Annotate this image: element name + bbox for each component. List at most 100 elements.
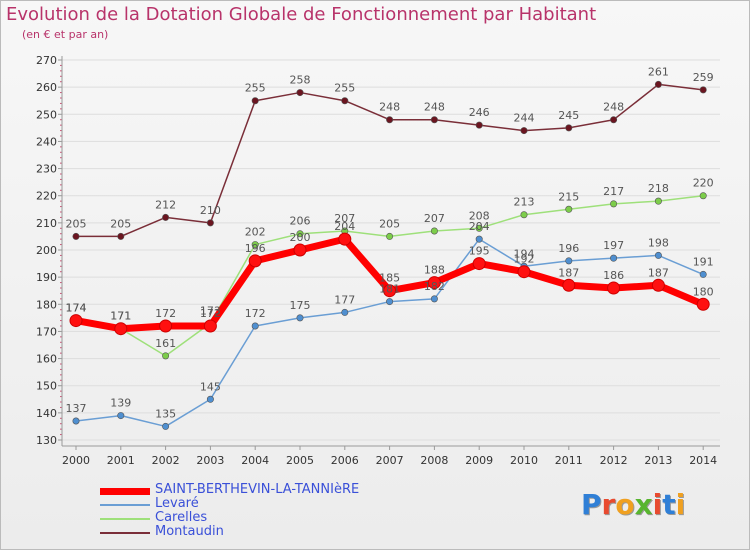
y-tick-label: 180	[36, 298, 57, 311]
data-point	[296, 314, 304, 322]
y-tick-label: 220	[36, 190, 57, 203]
data-point	[206, 395, 214, 403]
data-point	[475, 235, 483, 243]
logo-letter: x	[634, 488, 653, 521]
legend-label: SAINT-BERTHEVIN-LA-TANNIèRE	[155, 482, 360, 497]
data-label: 172	[155, 307, 176, 320]
data-label: 207	[334, 212, 355, 225]
data-point	[607, 281, 621, 295]
data-point	[159, 319, 173, 333]
y-tick-label: 160	[36, 353, 57, 366]
data-point	[430, 295, 438, 303]
data-label: 255	[334, 82, 355, 95]
data-point	[251, 97, 259, 105]
data-label: 145	[200, 380, 221, 393]
data-label: 218	[648, 182, 669, 195]
data-label: 174	[66, 302, 87, 315]
line-chart: 130 140 150 160 170 180 190 200 210 220 230 240 250 2…	[36, 54, 720, 467]
legend-swatch	[100, 504, 150, 506]
data-label: 180	[693, 285, 714, 298]
data-point	[296, 230, 304, 238]
data-label: 207	[424, 212, 445, 225]
data-point	[386, 116, 394, 124]
data-point	[430, 116, 438, 124]
legend-swatch	[100, 518, 150, 520]
x-tick-label: 2012	[600, 454, 628, 467]
data-point	[654, 197, 662, 205]
data-label: 248	[603, 101, 624, 114]
data-point	[341, 97, 349, 105]
data-label: 205	[110, 217, 131, 230]
x-tick-label: 2009	[465, 454, 493, 467]
data-label: 215	[558, 190, 579, 203]
data-label: 192	[514, 253, 535, 266]
legend-label: Carelles	[155, 510, 208, 525]
data-point	[248, 254, 262, 268]
legend-label: Montaudin	[155, 524, 224, 539]
x-tick-label: 2011	[555, 454, 583, 467]
data-point	[610, 200, 618, 208]
data-point	[610, 254, 618, 262]
data-label: 259	[693, 71, 714, 84]
data-point	[565, 124, 573, 132]
data-point	[72, 232, 80, 240]
data-point	[386, 232, 394, 240]
data-label: 187	[558, 266, 579, 279]
y-tick-label: 260	[36, 81, 57, 94]
data-label: 261	[648, 65, 669, 78]
x-tick-label: 2014	[689, 454, 717, 467]
data-label: 187	[648, 266, 669, 279]
data-point	[72, 417, 80, 425]
x-tick-label: 2007	[376, 454, 404, 467]
x-tick-label: 2004	[241, 454, 269, 467]
x-tick-label: 2005	[286, 454, 314, 467]
data-label: 177	[334, 293, 355, 306]
data-point	[562, 278, 576, 292]
data-point	[472, 257, 486, 271]
page-title: Evolution de la Dotation Globale de Fonc…	[6, 4, 597, 25]
data-label: 205	[379, 217, 400, 230]
logo-letter: t	[662, 488, 676, 521]
data-point	[565, 205, 573, 213]
x-tick-label: 2001	[107, 454, 135, 467]
logo-letter: P	[581, 488, 602, 521]
data-point	[651, 278, 665, 292]
data-label: 137	[66, 402, 87, 415]
data-point	[296, 89, 304, 97]
data-point	[427, 276, 441, 290]
y-tick-label: 140	[36, 407, 57, 420]
y-tick-label: 250	[36, 108, 57, 121]
data-label: 195	[469, 245, 490, 258]
data-label: 181	[379, 283, 400, 296]
y-tick-label: 130	[36, 434, 57, 447]
data-point	[383, 284, 397, 298]
data-point	[117, 412, 125, 420]
data-label: 244	[514, 112, 535, 125]
data-label: 258	[290, 74, 311, 87]
data-label: 196	[558, 242, 579, 255]
x-tick-label: 2006	[331, 454, 359, 467]
legend-label: Levaré	[155, 496, 199, 511]
data-label: 248	[424, 101, 445, 114]
y-tick-label: 240	[36, 135, 57, 148]
data-label: 200	[290, 231, 311, 244]
data-label: 172	[200, 307, 221, 320]
legend-swatch	[100, 532, 150, 534]
y-tick-label: 230	[36, 163, 57, 176]
data-label: 212	[155, 198, 176, 211]
data-label: 191	[693, 255, 714, 268]
data-point	[162, 213, 170, 221]
x-tick-label: 2002	[152, 454, 180, 467]
data-label: 206	[290, 215, 311, 228]
x-tick-label: 2003	[196, 454, 224, 467]
data-label: 194	[514, 247, 535, 260]
data-point	[565, 257, 573, 265]
data-point	[654, 251, 662, 259]
data-label: 246	[469, 106, 490, 119]
data-point	[610, 116, 618, 124]
data-point	[206, 219, 214, 227]
y-tick-label: 200	[36, 244, 57, 257]
data-point	[162, 422, 170, 430]
data-label: 174	[66, 302, 87, 315]
data-label: 220	[693, 177, 714, 190]
